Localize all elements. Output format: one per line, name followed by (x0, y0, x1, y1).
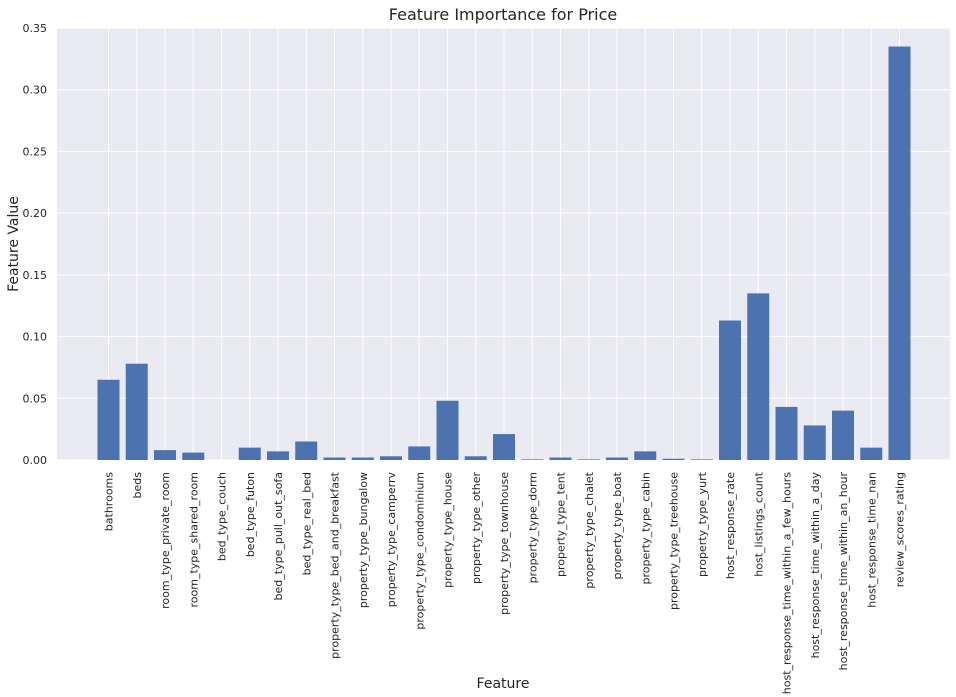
y-tick-label: 0.35 (23, 22, 48, 35)
bar (436, 400, 459, 460)
x-tick-label: property_type_chalet (583, 471, 596, 588)
bar (521, 459, 544, 460)
x-axis-label: Feature (477, 676, 530, 692)
x-tick-label: bed_type_pull_out_sofa (272, 472, 285, 600)
bar (295, 441, 318, 460)
bar (888, 46, 911, 461)
bar (125, 363, 148, 460)
x-tick-label: host_response_rate (724, 472, 737, 579)
x-tick-label: property_type_tent (555, 471, 568, 577)
x-tick-label: property_type_townhouse (498, 472, 511, 615)
x-tick-label: review_scores_rating (894, 472, 907, 587)
y-tick-label: 0.20 (23, 207, 48, 220)
y-tick-label: 0.10 (23, 331, 48, 344)
bar (97, 379, 120, 460)
bar (577, 459, 600, 460)
x-tick-label: beds (131, 472, 144, 499)
bars (97, 46, 911, 461)
y-tick-label: 0.30 (23, 84, 48, 97)
x-tick-label: room_type_private_room (159, 472, 172, 609)
x-tick-label: host_listings_count (752, 471, 765, 576)
x-tick-label: property_type_treehouse (668, 472, 681, 610)
x-tick-label: host_response_time_within_a_few_hours (781, 472, 794, 694)
bar (464, 456, 487, 460)
x-tick-label: property_type_other (470, 472, 483, 584)
x-tick-label: property_type_bungalow (357, 472, 370, 608)
gridlines (57, 27, 950, 461)
bar (775, 406, 798, 460)
chart-title: Feature Importance for Price (389, 5, 617, 24)
bar (719, 320, 741, 460)
x-tick-label: bathrooms (103, 472, 116, 531)
bar (662, 458, 685, 460)
x-tick-label: property_type_condominium (413, 472, 426, 630)
x-tick-label: property_type_house (442, 472, 455, 588)
bar (493, 434, 515, 460)
bar (832, 410, 854, 460)
bar (408, 446, 431, 460)
bar (690, 459, 713, 460)
bar (803, 425, 826, 460)
y-tick-label: 0.25 (23, 145, 48, 158)
bar (634, 451, 657, 460)
bar (860, 447, 883, 460)
x-tick-labels: bathrooms beds room_type_private_room room_… (103, 471, 907, 694)
x-tick-label: property_type_bed_and_breakfast (329, 471, 342, 659)
bar (267, 451, 289, 460)
x-tick-label: property_type_cabin (639, 472, 652, 584)
bar (380, 456, 402, 460)
y-tick-label: 0.15 (23, 269, 48, 282)
x-tick-label: property_type_dorm (526, 472, 539, 583)
x-tick-label: host_response_time_within_an_hour (837, 472, 850, 671)
x-tick-label: property_type_yurt (696, 471, 709, 577)
bar (747, 293, 770, 460)
x-tick-label: property_type_boat (611, 471, 624, 579)
x-tick-label: room_type_shared_room (187, 472, 200, 607)
x-tick-label: host_response_time_nan (865, 472, 878, 608)
x-tick-label: bed_type_futon (244, 472, 257, 557)
x-tick-label: bed_type_couch (216, 472, 229, 561)
bar (182, 452, 205, 460)
y-tick-label: 0.00 (23, 454, 48, 467)
y-axis-label: Feature Value (6, 196, 22, 292)
bar (549, 457, 572, 460)
bar (154, 450, 176, 460)
x-tick-label: host_response_time_within_a_day (809, 472, 822, 659)
bar (323, 457, 346, 460)
bar (606, 457, 628, 460)
y-tick-label: 0.05 (23, 392, 48, 405)
x-tick-label: property_type_camperrv (385, 472, 398, 608)
y-tick-labels: 0.00 0.05 0.10 0.15 0.20 0.25 0.30 0.35 (23, 22, 48, 467)
bar (351, 457, 374, 460)
x-tick-label: bed_type_real_bed (300, 472, 313, 575)
bar (238, 447, 261, 460)
